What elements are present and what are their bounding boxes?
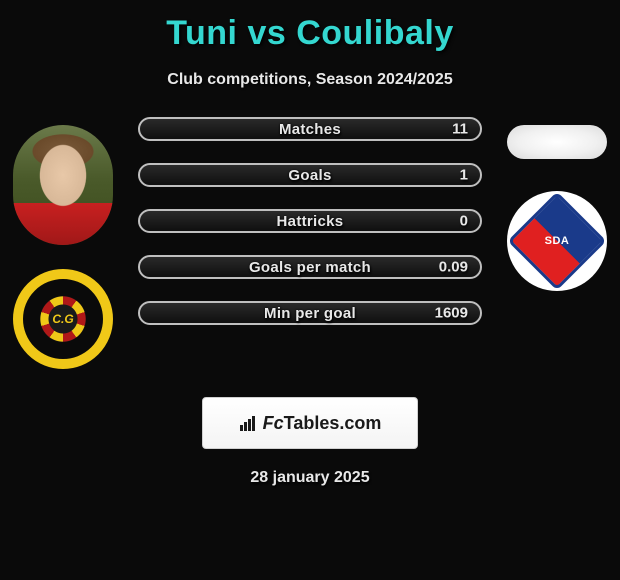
player-photo-tuni [13, 125, 113, 245]
stat-label: Goals per match [249, 259, 371, 276]
brand-rest: Tables.com [284, 413, 382, 433]
club-badge-sda [507, 191, 607, 291]
club-badge-cg [13, 269, 113, 369]
stat-bar-min-per-goal: Min per goal 1609 [138, 301, 482, 325]
comparison-card: Tuni vs Coulibaly Club competitions, Sea… [0, 0, 620, 497]
stat-bar-hattricks: Hattricks 0 [138, 209, 482, 233]
brand-text: FcTables.com [263, 413, 382, 434]
brand-fc: Fc [263, 413, 284, 433]
right-player-column [500, 117, 620, 291]
stat-right-value: 1 [460, 167, 468, 184]
stat-label: Matches [279, 121, 341, 138]
stat-bar-matches: Matches 11 [138, 117, 482, 141]
stat-label: Hattricks [277, 213, 344, 230]
sda-diamond-icon [508, 192, 607, 291]
stat-label: Min per goal [264, 305, 356, 322]
stat-bar-goals-per-match: Goals per match 0.09 [138, 255, 482, 279]
stat-right-value: 11 [452, 121, 468, 138]
bar-chart-icon [239, 414, 257, 432]
stats-column: Matches 11 Goals 1 Hattricks 0 Goals per… [120, 117, 500, 325]
brand-badge: FcTables.com [202, 397, 418, 449]
date-label: 28 january 2025 [250, 469, 369, 487]
stat-label: Goals [288, 167, 331, 184]
page-title: Tuni vs Coulibaly [166, 14, 453, 53]
stat-bar-goals: Goals 1 [138, 163, 482, 187]
left-player-column [0, 117, 120, 369]
stat-right-value: 0 [460, 213, 468, 230]
player-photo-blank [507, 125, 607, 159]
stat-right-value: 0.09 [439, 259, 468, 276]
subtitle: Club competitions, Season 2024/2025 [167, 71, 452, 89]
stat-right-value: 1609 [435, 305, 468, 322]
main-row: Matches 11 Goals 1 Hattricks 0 Goals per… [0, 117, 620, 369]
